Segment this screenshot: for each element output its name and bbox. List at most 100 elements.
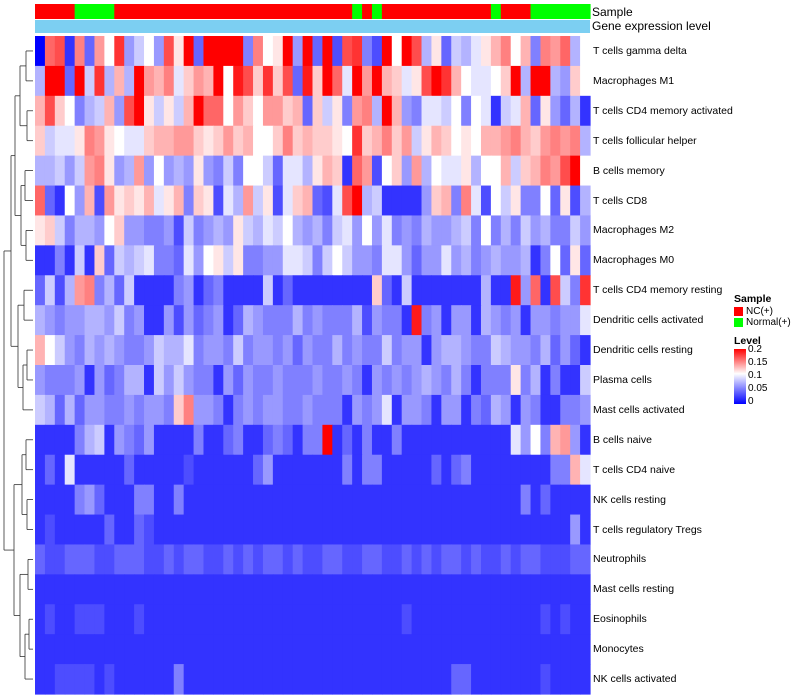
heatmap-cell [153,95,165,127]
heatmap-cell [94,155,105,187]
heatmap-cell [282,335,294,366]
heatmap-cell [421,664,433,695]
heatmap-cell [282,544,294,575]
heatmap-cell [233,634,244,665]
column-annotation-bars [35,4,591,33]
heatmap-cell [480,36,492,67]
heatmap-cell [35,574,46,605]
heatmap-cell [163,65,175,97]
heatmap-cell [233,574,244,605]
heatmap-cell [421,604,433,635]
heatmap-cell [431,215,442,246]
heatmap-cell [312,36,324,67]
heatmap-cell [451,544,462,575]
heatmap-cell [332,484,343,516]
heatmap-cell [490,245,502,276]
heatmap-cell [253,604,264,635]
heatmap-cell [183,514,195,546]
heatmap-cell [352,245,363,276]
heatmap-cell [510,185,522,217]
gene-expression-annotation-bar [35,20,590,33]
heatmap-cell [253,275,264,306]
heatmap-cell [272,305,284,336]
heatmap-cell [451,155,462,187]
heatmap-cell [391,454,403,486]
heatmap-cell [322,245,333,276]
heatmap-cell [173,604,185,635]
heatmap-cell [262,185,274,217]
heatmap-cell [104,634,115,665]
heatmap-cell [243,454,254,486]
heatmap-cell [153,634,165,665]
heatmap-cell [134,155,145,187]
heatmap-cell [144,305,155,336]
heatmap-cell [520,634,532,665]
heatmap-cell [54,514,66,546]
heatmap-cell [540,544,551,575]
heatmap-cell [163,155,175,187]
heatmap-cell [302,604,314,635]
heatmap-cell [371,125,383,157]
heatmap-cell [411,634,423,665]
heatmap-cell [500,275,512,306]
heatmap-cell [441,125,452,157]
heatmap-cell [74,65,86,97]
heatmap-cell [35,125,46,157]
heatmap-cell [124,394,135,426]
heatmap-cell [461,335,472,366]
heatmap-cell [282,185,294,217]
heatmap-cell [114,335,125,366]
heatmap-cell [253,245,264,276]
heatmap-cell [144,574,155,605]
heatmap-cell [163,424,175,456]
heatmap-cell [540,634,551,665]
heatmap-cell [332,36,343,67]
heatmap-cell [124,634,135,665]
heatmap-cell [352,185,363,217]
heatmap-cell [193,664,205,695]
heatmap-cell [35,215,46,246]
heatmap-cell [64,275,76,306]
heatmap-cell [332,155,343,187]
heatmap-cell [94,95,105,127]
heatmap-cell [282,95,294,127]
heatmap-cell [520,484,532,516]
heatmap-cell [94,664,105,695]
heatmap-cell [411,245,423,276]
heatmap-cell [510,514,522,546]
heatmap-cell [332,514,343,546]
heatmap-cell [570,125,581,157]
heatmap-cell [193,245,205,276]
heatmap-cell [411,604,423,635]
heatmap-cell [124,604,135,635]
heatmap-cell [292,245,304,276]
heatmap-cell [223,664,234,695]
heatmap-cell [371,664,383,695]
sample-annotation-cell [322,4,333,19]
heatmap-cell [272,275,284,306]
heatmap-cell [54,574,66,605]
heatmap-cell [124,95,135,127]
heatmap-cell [282,155,294,187]
heatmap-cell [312,484,324,516]
heatmap-cell [401,245,413,276]
heatmap-cell [451,215,462,246]
heatmap-cell [570,215,581,246]
heatmap-cell [362,604,373,635]
heatmap-cell [471,634,482,665]
heatmap-cell [332,424,343,456]
heatmap-cell [580,574,591,605]
heatmap-cell [262,484,274,516]
heatmap-cell [550,215,561,246]
heatmap-cell [342,394,353,426]
heatmap-cell [302,454,314,486]
heatmap-cell [153,125,165,157]
heatmap-cell [540,394,551,426]
heatmap-cell [272,574,284,605]
heatmap-cell [223,95,234,127]
heatmap-cell [560,335,571,366]
heatmap-cell [104,185,115,217]
heatmap-cell [64,185,76,217]
heatmap-cell [262,634,274,665]
